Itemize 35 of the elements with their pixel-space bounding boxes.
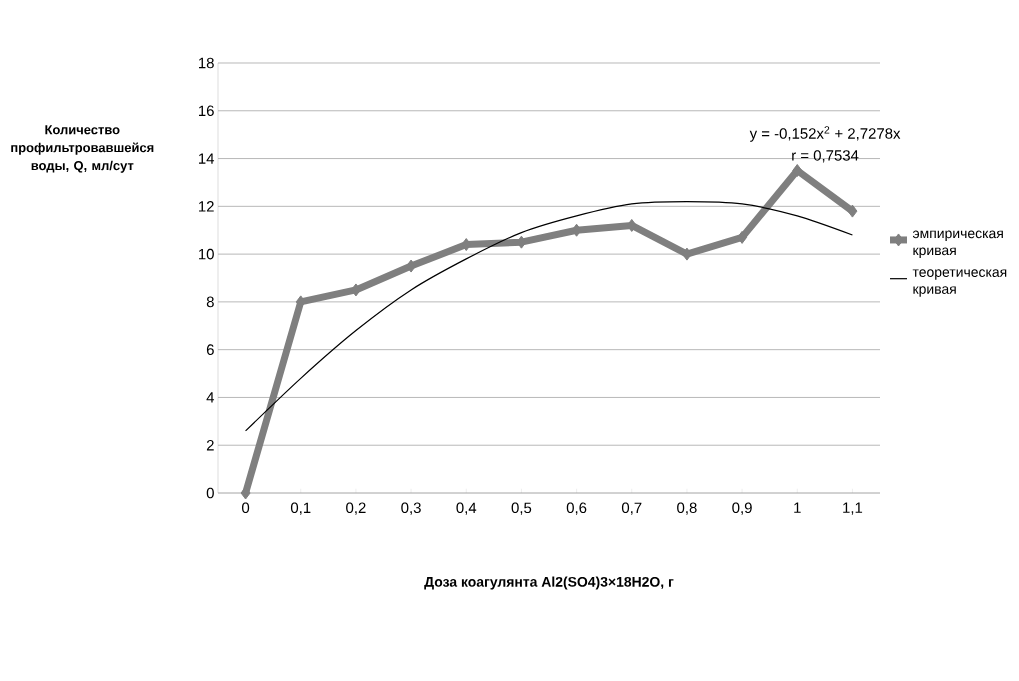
annotation: r = 0,7534 bbox=[792, 150, 859, 163]
point bbox=[847, 204, 858, 218]
point bbox=[681, 247, 692, 261]
y-tick-label: 16 bbox=[199, 105, 214, 117]
y-tick-label: 12 bbox=[199, 201, 214, 212]
point bbox=[792, 164, 803, 177]
x-tick-label: 0,5 bbox=[511, 502, 532, 515]
y-tick-label: 10 bbox=[199, 248, 214, 260]
y-tick-label: 6 bbox=[206, 344, 214, 355]
x-tick-label: 1,1 bbox=[843, 502, 863, 515]
x-tick-label: 0,7 bbox=[621, 502, 642, 515]
x-tick-label: 0,3 bbox=[401, 502, 421, 515]
y-tick-label: 2 bbox=[206, 440, 214, 451]
legend-label: эмпирическая кривая bbox=[912, 230, 1003, 258]
x-tick-label: 1 bbox=[794, 502, 801, 513]
annotation: y = -0,152x$^{2}$ + 2,7278x bbox=[749, 126, 901, 142]
legend-label: теоретическая кривая bbox=[912, 269, 1007, 297]
y-tick-label: 4 bbox=[206, 392, 215, 403]
point bbox=[406, 259, 417, 273]
x-tick-label: 0,6 bbox=[566, 502, 587, 515]
point bbox=[737, 230, 748, 244]
y-axis-title: Количество профильтровавшейся воды, Q, мл/сут bbox=[11, 125, 154, 173]
y-tick-label: 8 bbox=[206, 296, 214, 308]
y-tick-label: 18 bbox=[199, 57, 214, 69]
x-tick-label: 0 bbox=[242, 502, 250, 514]
line-series bbox=[244, 200, 854, 432]
point bbox=[571, 223, 582, 237]
y-tick-label: 14 bbox=[199, 153, 215, 164]
x-tick-label: 0,8 bbox=[677, 502, 697, 515]
x-axis-title: Доза коагулянта Al2(SO4)3×18H2O, г bbox=[424, 576, 674, 590]
x-tick-label: 0,4 bbox=[456, 502, 477, 515]
y-tick-label: 0 bbox=[206, 487, 214, 499]
x-tick-label: 0,9 bbox=[732, 502, 752, 515]
x-tick-label: 0,2 bbox=[346, 502, 366, 515]
x-tick-label: 0,1 bbox=[290, 502, 311, 515]
